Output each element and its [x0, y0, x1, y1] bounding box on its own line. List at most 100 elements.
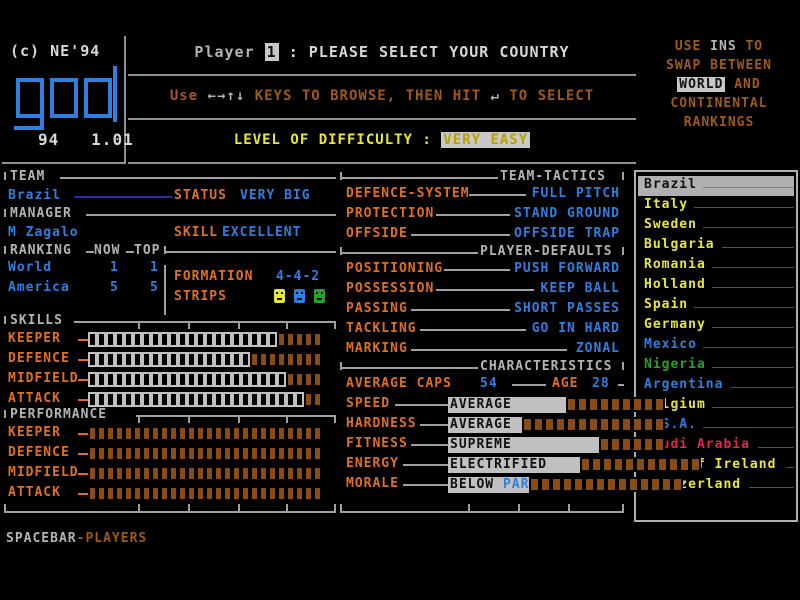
bar-segment [214, 486, 223, 501]
bar-segment [187, 372, 196, 387]
bar-row-label: DEFENCE [8, 445, 70, 460]
characteristic-label: HARDNESS [346, 416, 417, 431]
bar-segment [584, 477, 595, 492]
bar-segment [205, 466, 214, 481]
bar-row-lead [78, 379, 88, 381]
bar-segment [196, 446, 205, 461]
country-name: Saudi Arabia [644, 437, 750, 452]
player-default-row: TACKLING GO IN HARD [340, 320, 624, 340]
ranking-scope: World [8, 260, 53, 275]
bar-segment [187, 352, 196, 367]
bar-segment [566, 397, 577, 412]
characteristic-value: AVERAGE [448, 417, 522, 433]
country-list-item[interactable]: Bulgaria [638, 236, 794, 256]
bar-segment [606, 477, 617, 492]
characteristic-label: MORALE [346, 476, 399, 491]
team-info-panel: TEAM Brazil STATUS VERY BIG MANAGER M Za… [2, 170, 336, 522]
bar-segment [124, 486, 133, 501]
ranking-row: World 1 1 [2, 259, 336, 279]
bar-row-label: MIDFIELD [8, 371, 79, 386]
tactic-value[interactable]: PUSH FORWARD [514, 261, 620, 276]
bar-segment [277, 486, 286, 501]
tactic-label: MARKING [346, 341, 408, 356]
bar-segment [250, 352, 259, 367]
bar-segment [268, 352, 277, 367]
characteristic-value-accent: PAR [502, 477, 530, 492]
hint-line-5: RANKINGS [683, 115, 755, 130]
bar-segment [196, 392, 205, 407]
tactic-value[interactable]: STAND GROUND [514, 206, 620, 221]
country-list-item[interactable]: Italy [638, 196, 794, 216]
bar-segment [205, 446, 214, 461]
tactic-value[interactable]: GO IN HARD [531, 321, 620, 336]
group-team-tactics: TEAM-TACTICS [340, 170, 624, 185]
country-list-item[interactable]: Sweden [638, 216, 794, 236]
bar-segment [151, 446, 160, 461]
country-list-item[interactable]: Romania [638, 256, 794, 276]
bar-segment [178, 446, 187, 461]
bar-segment [650, 477, 661, 492]
bar-segment [97, 372, 106, 387]
tactic-value[interactable]: OFFSIDE TRAP [514, 226, 620, 241]
bar-segment [241, 372, 250, 387]
bar-segment [187, 392, 196, 407]
country-list-panel[interactable]: Brazil Italy Sweden Bulgaria Romania Holland S… [634, 170, 798, 522]
group-performance-label: PERFORMANCE [10, 407, 108, 422]
bar-segment [241, 466, 250, 481]
country-lead-line [712, 407, 794, 408]
bar-segment [286, 486, 295, 501]
world-mode-badge[interactable]: WORLD [677, 77, 726, 92]
country-name: Bulgaria [644, 237, 715, 252]
bar-segment [277, 332, 286, 347]
tactic-value[interactable]: SHORT PASSES [514, 301, 620, 316]
row-manager: M Zagalo SKILL EXCELLENT [2, 224, 336, 244]
logo-panel: (c) NE'94 94 1.01 [2, 36, 133, 164]
bar-segment [223, 446, 232, 461]
tactic-value[interactable]: FULL PITCH [531, 186, 620, 201]
country-list-item[interactable]: Brazil [638, 176, 794, 196]
bar-segment [97, 352, 106, 367]
bar-segment [187, 426, 196, 441]
bar-segment [232, 426, 241, 441]
ranking-now: 1 [110, 260, 119, 275]
tactic-value[interactable]: KEEP BALL [540, 281, 620, 296]
player-default-row: POSITIONING PUSH FORWARD [340, 260, 624, 280]
bar-segment [313, 426, 322, 441]
bar-segment [232, 372, 241, 387]
bar-segment [241, 446, 250, 461]
tactic-label: POSSESSION [346, 281, 435, 296]
bar-segment [599, 437, 610, 452]
bar-segment [160, 446, 169, 461]
country-list-item[interactable]: Saudi Arabia [638, 436, 794, 456]
country-list-item[interactable]: Mexico [638, 336, 794, 356]
bar-segment [654, 397, 665, 412]
bar-segment [610, 417, 621, 432]
bar-segment [178, 486, 187, 501]
country-list[interactable]: Brazil Italy Sweden Bulgaria Romania Holland S… [636, 172, 796, 500]
country-name: Italy [644, 197, 689, 212]
country-name: Nigeria [644, 357, 706, 372]
bar-segment [160, 352, 169, 367]
bar-segment [613, 457, 624, 472]
difficulty-line[interactable]: LEVEL OF DIFFICULTY : VERY EASY [128, 132, 636, 148]
bar-segment [115, 352, 124, 367]
bar-segment [632, 437, 643, 452]
country-list-item[interactable]: Nigeria [638, 356, 794, 376]
country-lead-line [758, 447, 794, 448]
bar-segment [160, 332, 169, 347]
country-list-item[interactable]: Holland [638, 276, 794, 296]
bar-segment [304, 426, 313, 441]
bar-segment [250, 426, 259, 441]
strip-mouth [317, 297, 322, 300]
difficulty-value[interactable]: VERY EASY [441, 132, 531, 148]
bar-segment [268, 446, 277, 461]
country-list-item[interactable]: Germany [638, 316, 794, 336]
bar-segment [133, 466, 142, 481]
bar-segment [142, 352, 151, 367]
tactic-value[interactable]: ZONAL [575, 341, 620, 356]
strip-icon-1 [274, 288, 285, 303]
country-list-item[interactable]: Argentina [638, 376, 794, 396]
country-list-item[interactable]: Spain [638, 296, 794, 316]
bar-segment [313, 392, 322, 407]
bar-segment [88, 332, 97, 347]
